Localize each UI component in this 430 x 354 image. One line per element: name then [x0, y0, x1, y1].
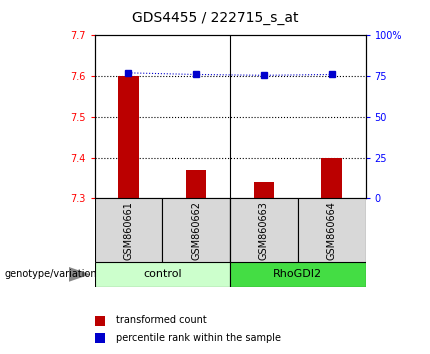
Text: GSM860664: GSM860664: [327, 201, 337, 259]
Bar: [118, 76, 138, 198]
Text: control: control: [143, 269, 181, 279]
Text: GDS4455 / 222715_s_at: GDS4455 / 222715_s_at: [132, 11, 298, 25]
Bar: [95, 198, 162, 262]
Text: RhoGDI2: RhoGDI2: [273, 269, 322, 279]
Bar: [230, 198, 298, 262]
Text: genotype/variation: genotype/variation: [4, 269, 97, 279]
Text: percentile rank within the sample: percentile rank within the sample: [116, 333, 281, 343]
Text: transformed count: transformed count: [116, 315, 207, 325]
Bar: [186, 170, 206, 198]
Polygon shape: [69, 267, 90, 282]
Bar: [162, 198, 230, 262]
Text: GSM860661: GSM860661: [123, 201, 133, 259]
Bar: [298, 198, 366, 262]
Bar: [95, 333, 105, 343]
Text: GSM860662: GSM860662: [191, 201, 201, 259]
Bar: [322, 158, 342, 198]
Bar: [230, 262, 366, 287]
Bar: [95, 262, 230, 287]
Bar: [254, 182, 274, 198]
Text: GSM860663: GSM860663: [259, 201, 269, 259]
Bar: [95, 316, 105, 326]
